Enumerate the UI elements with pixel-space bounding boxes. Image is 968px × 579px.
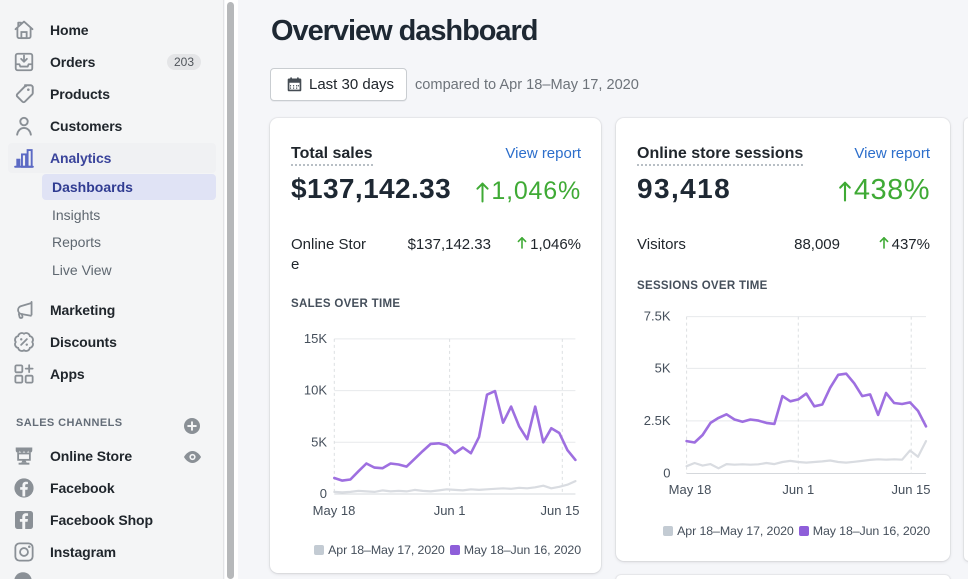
- svg-text:5K: 5K: [655, 360, 671, 375]
- svg-text:Jun 15: Jun 15: [540, 503, 579, 518]
- svg-text:Jun 15: Jun 15: [891, 482, 930, 497]
- svg-text:10K: 10K: [304, 383, 327, 398]
- svg-text:0: 0: [320, 486, 327, 501]
- svg-text:5K: 5K: [311, 434, 327, 449]
- svg-text:May 18: May 18: [669, 482, 712, 497]
- svg-text:May 18: May 18: [313, 503, 356, 518]
- svg-text:7.5K: 7.5K: [644, 309, 671, 324]
- svg-text:2.5K: 2.5K: [644, 413, 671, 428]
- svg-text:15K: 15K: [304, 331, 327, 346]
- svg-text:0: 0: [663, 466, 670, 481]
- svg-text:Jun 1: Jun 1: [434, 503, 466, 518]
- svg-text:Jun 1: Jun 1: [782, 482, 814, 497]
